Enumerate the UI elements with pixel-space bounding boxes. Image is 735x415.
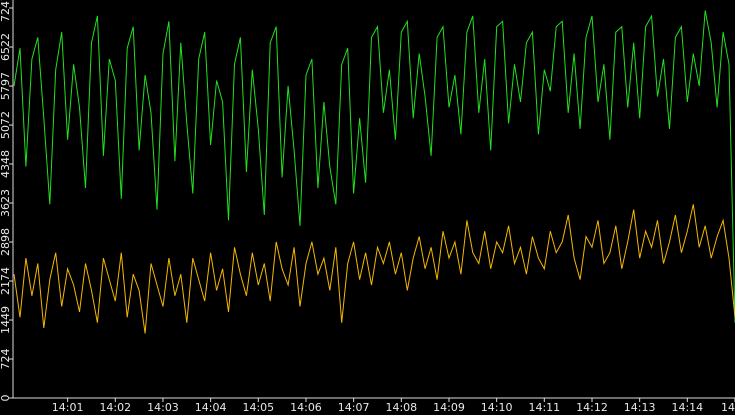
y-tick-label: 0 — [0, 395, 12, 402]
y-tick-label: 5797 — [0, 72, 12, 100]
y-tick-label: 5072 — [0, 111, 12, 139]
x-tick-label: 14:13 — [624, 401, 656, 414]
x-tick-label: 14 — [721, 401, 735, 414]
y-tick-label: 7247 — [0, 0, 12, 22]
x-tick-label: 14:03 — [147, 401, 179, 414]
y-tick-label: 2898 — [0, 228, 12, 256]
x-tick-label: 14:07 — [338, 401, 370, 414]
series-line — [13, 10, 735, 323]
x-tick-label: 14:10 — [481, 401, 513, 414]
y-tick-label: 2174 — [0, 267, 12, 295]
x-tick-label: 14:11 — [528, 401, 560, 414]
y-tick-label: 1449 — [0, 306, 12, 334]
x-tick-label: 14:02 — [99, 401, 131, 414]
y-tick-label: 4348 — [0, 150, 12, 178]
y-tick-label: 6522 — [0, 33, 12, 61]
x-tick-label: 14:06 — [290, 401, 322, 414]
y-tick-label: 724 — [0, 349, 12, 370]
x-tick-label: 14:14 — [671, 401, 703, 414]
x-tick-label: 14:04 — [195, 401, 227, 414]
x-tick-label: 14:08 — [385, 401, 417, 414]
y-tick-label: 3623 — [0, 189, 12, 217]
x-tick-label: 14:09 — [433, 401, 465, 414]
x-tick-label: 14:01 — [52, 401, 84, 414]
x-tick-label: 14:05 — [242, 401, 274, 414]
x-tick-label: 14:12 — [576, 401, 608, 414]
series-line — [13, 204, 735, 334]
